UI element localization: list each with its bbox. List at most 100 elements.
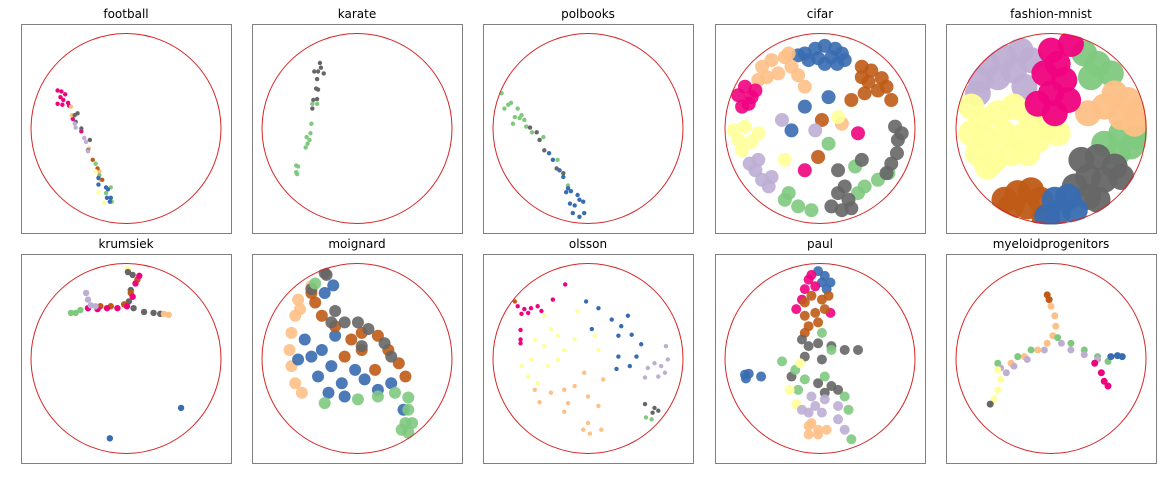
data-point bbox=[315, 87, 321, 92]
data-point bbox=[1067, 339, 1075, 347]
data-point bbox=[1045, 296, 1053, 304]
data-point bbox=[303, 145, 308, 150]
data-point bbox=[619, 324, 624, 329]
data-point bbox=[813, 338, 824, 349]
data-point bbox=[318, 397, 331, 410]
axes-frame bbox=[252, 24, 463, 234]
panel-olsson: olsson bbox=[483, 237, 694, 464]
data-point bbox=[567, 201, 573, 206]
data-point bbox=[1027, 346, 1035, 354]
data-point bbox=[806, 269, 817, 280]
panel-title: fashion-mnist bbox=[1010, 7, 1092, 21]
data-point bbox=[295, 164, 301, 169]
axes-frame bbox=[483, 254, 694, 464]
series-6 bbox=[642, 401, 661, 415]
poincare-disk-boundary bbox=[955, 263, 1147, 454]
data-point bbox=[518, 337, 523, 342]
data-point bbox=[990, 395, 998, 403]
data-point bbox=[93, 161, 98, 166]
data-point bbox=[114, 304, 121, 312]
data-point bbox=[524, 124, 529, 129]
data-point bbox=[810, 307, 821, 318]
data-point bbox=[1031, 60, 1058, 87]
data-point bbox=[813, 429, 824, 440]
data-point bbox=[550, 157, 556, 163]
data-point bbox=[844, 201, 859, 216]
data-point bbox=[1051, 312, 1059, 320]
data-point bbox=[853, 344, 863, 355]
data-point bbox=[577, 197, 582, 202]
data-point bbox=[833, 384, 844, 395]
data-point bbox=[837, 179, 852, 194]
data-point bbox=[583, 299, 589, 304]
data-point bbox=[575, 192, 580, 198]
data-point bbox=[289, 377, 302, 390]
series-3 bbox=[786, 334, 863, 398]
data-point bbox=[311, 97, 316, 103]
series-7 bbox=[643, 415, 654, 422]
data-point bbox=[793, 384, 804, 395]
data-point bbox=[351, 393, 364, 406]
data-point bbox=[355, 340, 368, 353]
data-point bbox=[796, 334, 807, 345]
data-point bbox=[318, 65, 324, 70]
panel-title: krumsiek bbox=[98, 237, 153, 251]
data-point bbox=[318, 286, 331, 299]
data-point bbox=[92, 303, 99, 310]
panel-moignard: moignard bbox=[252, 237, 463, 464]
data-point bbox=[642, 375, 648, 380]
data-point bbox=[555, 333, 560, 338]
data-point bbox=[796, 404, 807, 415]
data-point bbox=[320, 268, 333, 281]
data-point bbox=[506, 102, 511, 107]
data-point bbox=[535, 304, 540, 309]
data-point bbox=[839, 391, 850, 402]
data-point bbox=[534, 130, 539, 135]
data-point bbox=[298, 333, 311, 346]
series-1 bbox=[811, 59, 899, 164]
data-point bbox=[854, 152, 869, 167]
series-6 bbox=[990, 366, 1005, 403]
series-3 bbox=[731, 79, 865, 178]
data-point bbox=[309, 121, 314, 126]
data-point bbox=[577, 214, 582, 220]
data-point bbox=[548, 326, 554, 332]
series-4 bbox=[84, 272, 143, 313]
series-0 bbox=[310, 60, 326, 111]
data-point bbox=[997, 375, 1005, 383]
data-point bbox=[735, 143, 750, 158]
data-point bbox=[62, 92, 68, 97]
series-5 bbox=[93, 161, 114, 204]
data-point bbox=[522, 306, 527, 312]
data-point bbox=[314, 101, 320, 107]
poincare-disk-boundary bbox=[261, 263, 453, 454]
poincare-disk-boundary bbox=[261, 33, 453, 224]
data-point bbox=[96, 175, 101, 181]
data-point bbox=[652, 361, 657, 366]
data-point bbox=[854, 70, 869, 85]
data-point bbox=[821, 90, 836, 105]
data-point bbox=[307, 137, 312, 143]
data-point bbox=[305, 141, 310, 146]
data-point bbox=[797, 79, 812, 94]
data-point bbox=[518, 327, 523, 333]
data-point bbox=[589, 326, 594, 332]
data-point bbox=[742, 156, 757, 171]
data-point bbox=[96, 182, 101, 187]
data-point bbox=[561, 170, 566, 176]
data-point bbox=[572, 337, 577, 342]
data-point bbox=[797, 99, 812, 114]
data-point bbox=[799, 284, 810, 295]
data-point bbox=[1108, 163, 1135, 190]
axes-frame bbox=[21, 254, 232, 464]
data-point bbox=[310, 106, 315, 111]
data-point bbox=[777, 356, 787, 367]
data-point bbox=[539, 308, 544, 314]
data-point bbox=[974, 153, 1001, 180]
series-5 bbox=[82, 289, 99, 310]
data-point bbox=[132, 280, 139, 287]
data-point bbox=[385, 350, 398, 363]
data-point bbox=[803, 429, 814, 440]
panel-title: football bbox=[103, 7, 148, 21]
data-point bbox=[804, 203, 819, 218]
